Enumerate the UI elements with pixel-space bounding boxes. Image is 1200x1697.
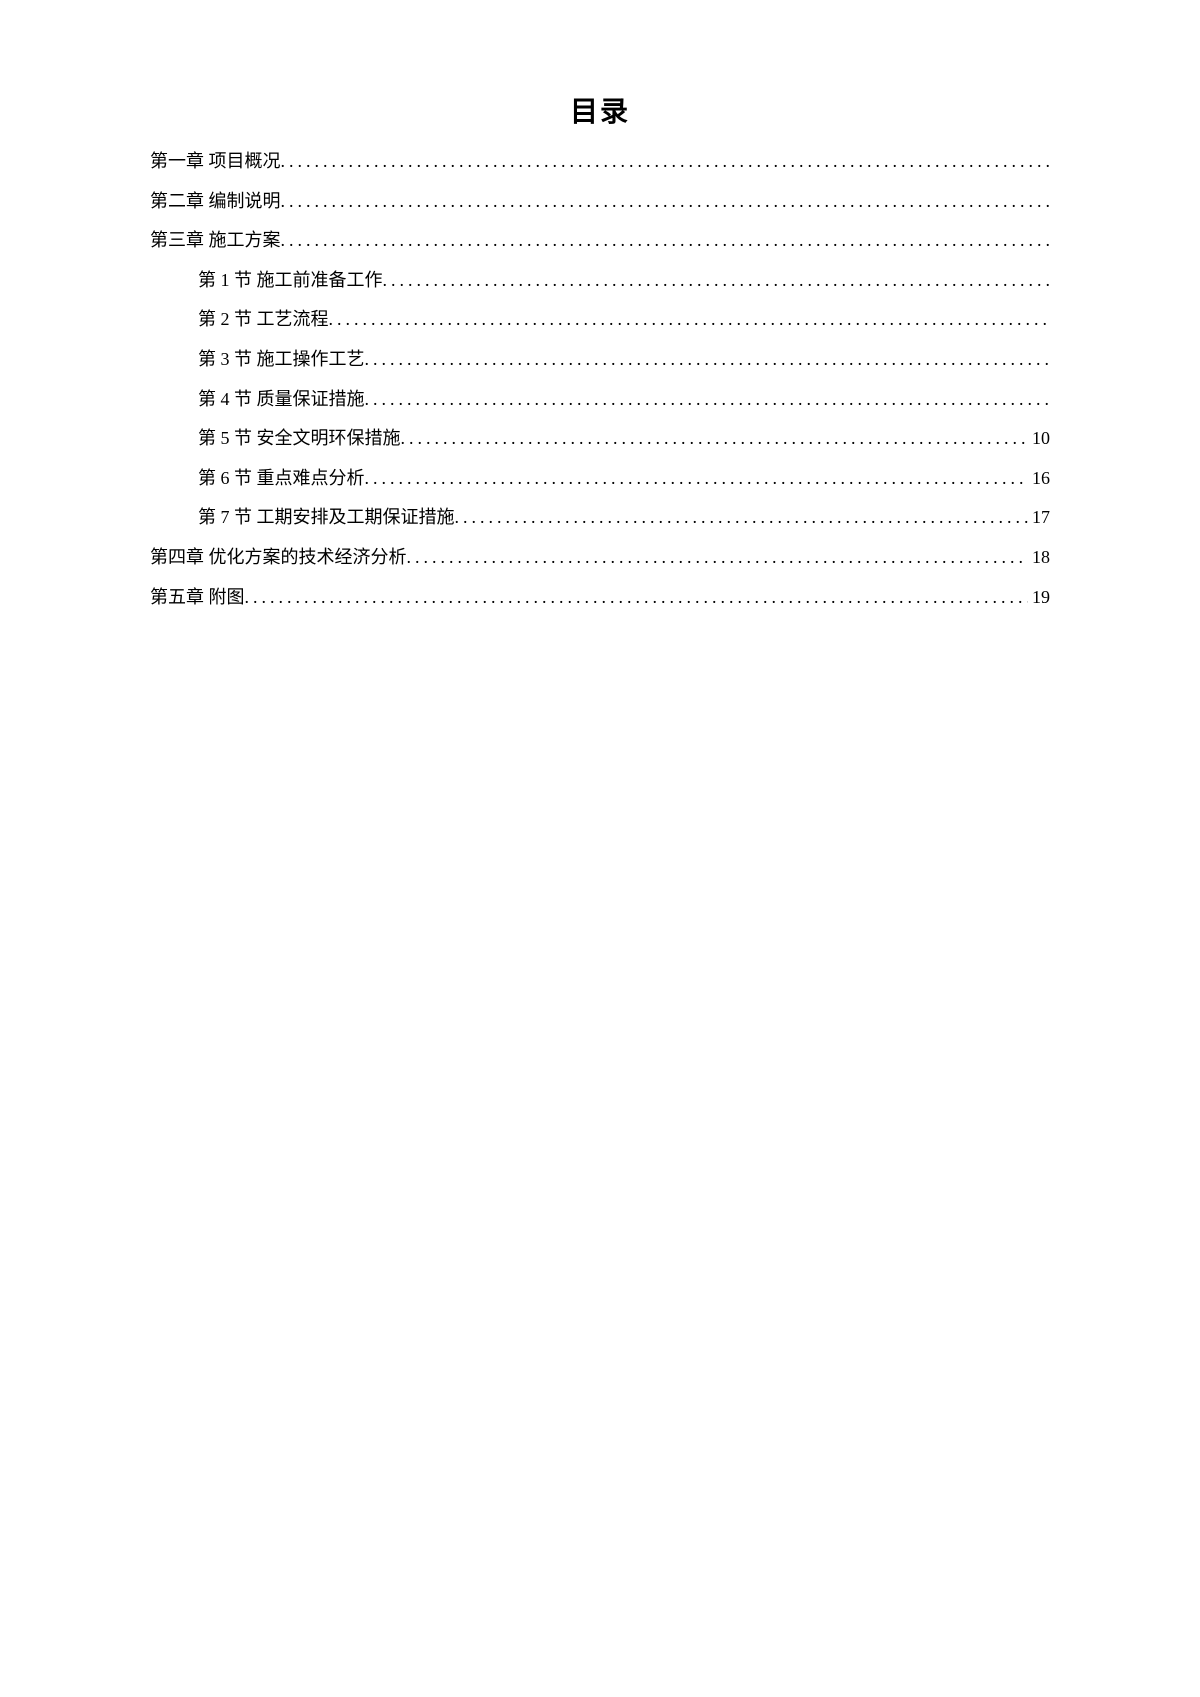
toc-entry-page: 18: [1028, 538, 1050, 578]
toc-entry-label: 第 3 节 施工操作工艺: [198, 340, 365, 380]
toc-leader-dots: [281, 142, 1051, 182]
toc-entry: 第 4 节 质量保证措施: [150, 380, 1050, 420]
toc-entry: 第 7 节 工期安排及工期保证措施 17: [150, 498, 1050, 538]
toc-entry-label: 第 2 节 工艺流程: [198, 300, 329, 340]
toc-leader-dots: [365, 459, 1029, 499]
toc-container: 第一章 项目概况第二章 编制说明第三章 施工方案第 1 节 施工前准备工作第 2…: [150, 142, 1050, 617]
toc-entry: 第四章 优化方案的技术经济分析 18: [150, 538, 1050, 578]
toc-leader-dots: [383, 261, 1051, 301]
toc-entry: 第 5 节 安全文明环保措施 10: [150, 419, 1050, 459]
toc-leader-dots: [365, 340, 1051, 380]
toc-entry-label: 第 6 节 重点难点分析: [198, 459, 365, 499]
toc-entry-page: 10: [1028, 419, 1050, 459]
toc-entry-label: 第 5 节 安全文明环保措施: [198, 419, 401, 459]
toc-entry: 第 2 节 工艺流程: [150, 300, 1050, 340]
toc-entry-label: 第三章 施工方案: [150, 221, 281, 261]
toc-leader-dots: [401, 419, 1029, 459]
toc-leader-dots: [365, 380, 1051, 420]
toc-entry: 第三章 施工方案: [150, 221, 1050, 261]
toc-entry-page: 19: [1028, 578, 1050, 618]
toc-leader-dots: [455, 498, 1029, 538]
toc-entry-label: 第四章 优化方案的技术经济分析: [150, 538, 407, 578]
toc-entry-page: 16: [1028, 459, 1050, 499]
toc-entry: 第 1 节 施工前准备工作: [150, 261, 1050, 301]
toc-leader-dots: [329, 300, 1051, 340]
toc-entry: 第一章 项目概况: [150, 142, 1050, 182]
toc-entry: 第 6 节 重点难点分析 16: [150, 459, 1050, 499]
toc-entry: 第五章 附图 19: [150, 578, 1050, 618]
toc-entry-label: 第 4 节 质量保证措施: [198, 380, 365, 420]
toc-leader-dots: [281, 221, 1051, 261]
toc-title: 目录: [150, 90, 1050, 130]
toc-entry-label: 第五章 附图: [150, 578, 245, 618]
toc-entry-page: 17: [1028, 498, 1050, 538]
toc-entry: 第二章 编制说明: [150, 182, 1050, 222]
toc-leader-dots: [281, 182, 1051, 222]
toc-entry-label: 第 7 节 工期安排及工期保证措施: [198, 498, 455, 538]
toc-entry-label: 第 1 节 施工前准备工作: [198, 261, 383, 301]
toc-leader-dots: [407, 538, 1029, 578]
toc-leader-dots: [245, 578, 1029, 618]
toc-entry: 第 3 节 施工操作工艺: [150, 340, 1050, 380]
toc-entry-label: 第一章 项目概况: [150, 142, 281, 182]
toc-entry-label: 第二章 编制说明: [150, 182, 281, 222]
